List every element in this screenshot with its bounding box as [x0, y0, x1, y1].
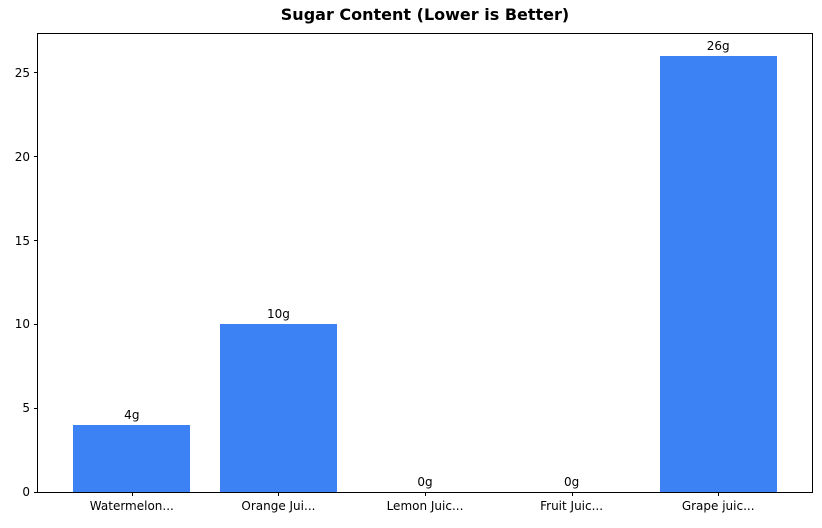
bar — [73, 424, 191, 492]
x-tick-mark — [571, 492, 573, 496]
bar-value-label: 26g — [706, 39, 730, 54]
bar-value-label: 10g — [266, 307, 290, 322]
y-tick-mark — [34, 407, 38, 409]
plot-area: 4g Watermelon... 10g Orange Jui... 0g Lemon J… — [15, 33, 813, 513]
y-tick-label: 10 — [14, 317, 30, 332]
x-tick-mark — [131, 492, 133, 496]
bar — [659, 56, 777, 492]
x-tick-label: Fruit Juic... — [540, 499, 604, 513]
x-tick-label: Grape juic... — [681, 499, 755, 513]
y-tick-label: 15 — [14, 233, 30, 248]
x-tick-label: Orange Jui... — [241, 499, 316, 513]
x-tick-mark — [425, 492, 426, 496]
y-tick-mark — [34, 240, 38, 242]
y-tick-mark — [34, 72, 38, 74]
bar-value-label: 4g — [124, 407, 140, 422]
y-tick-label: 0 — [22, 485, 30, 499]
x-tick-label: Watermelon... — [89, 499, 174, 513]
x-tick-mark — [718, 492, 720, 496]
y-tick-mark — [34, 491, 38, 493]
y-tick-label: 20 — [14, 149, 30, 164]
y-tick-label: 25 — [14, 65, 30, 80]
y-tick-label: 5 — [22, 401, 30, 416]
chart-title: Sugar Content (Lower is Better) — [280, 5, 570, 24]
y-tick-mark — [34, 323, 38, 325]
x-tick-mark — [278, 492, 280, 496]
y-tick-mark — [34, 156, 38, 158]
bar — [219, 324, 338, 492]
bar-value-label: 0g — [563, 475, 580, 489]
x-tick-label: Lemon Juic... — [386, 499, 464, 513]
bar-value-label: 0g — [417, 475, 433, 489]
